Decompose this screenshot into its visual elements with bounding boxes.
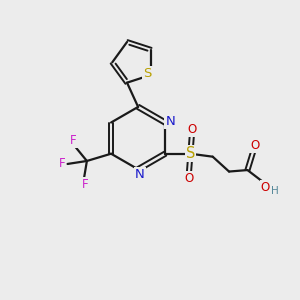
Text: N: N [135, 168, 145, 181]
Text: O: O [187, 123, 196, 136]
Text: S: S [186, 146, 195, 161]
Text: O: O [261, 181, 270, 194]
Text: N: N [165, 115, 175, 128]
Text: H: H [271, 187, 279, 196]
Text: F: F [82, 178, 89, 191]
Text: O: O [250, 139, 260, 152]
Text: F: F [59, 158, 65, 170]
Text: O: O [184, 172, 194, 184]
Text: S: S [143, 67, 152, 80]
Text: F: F [70, 134, 77, 147]
